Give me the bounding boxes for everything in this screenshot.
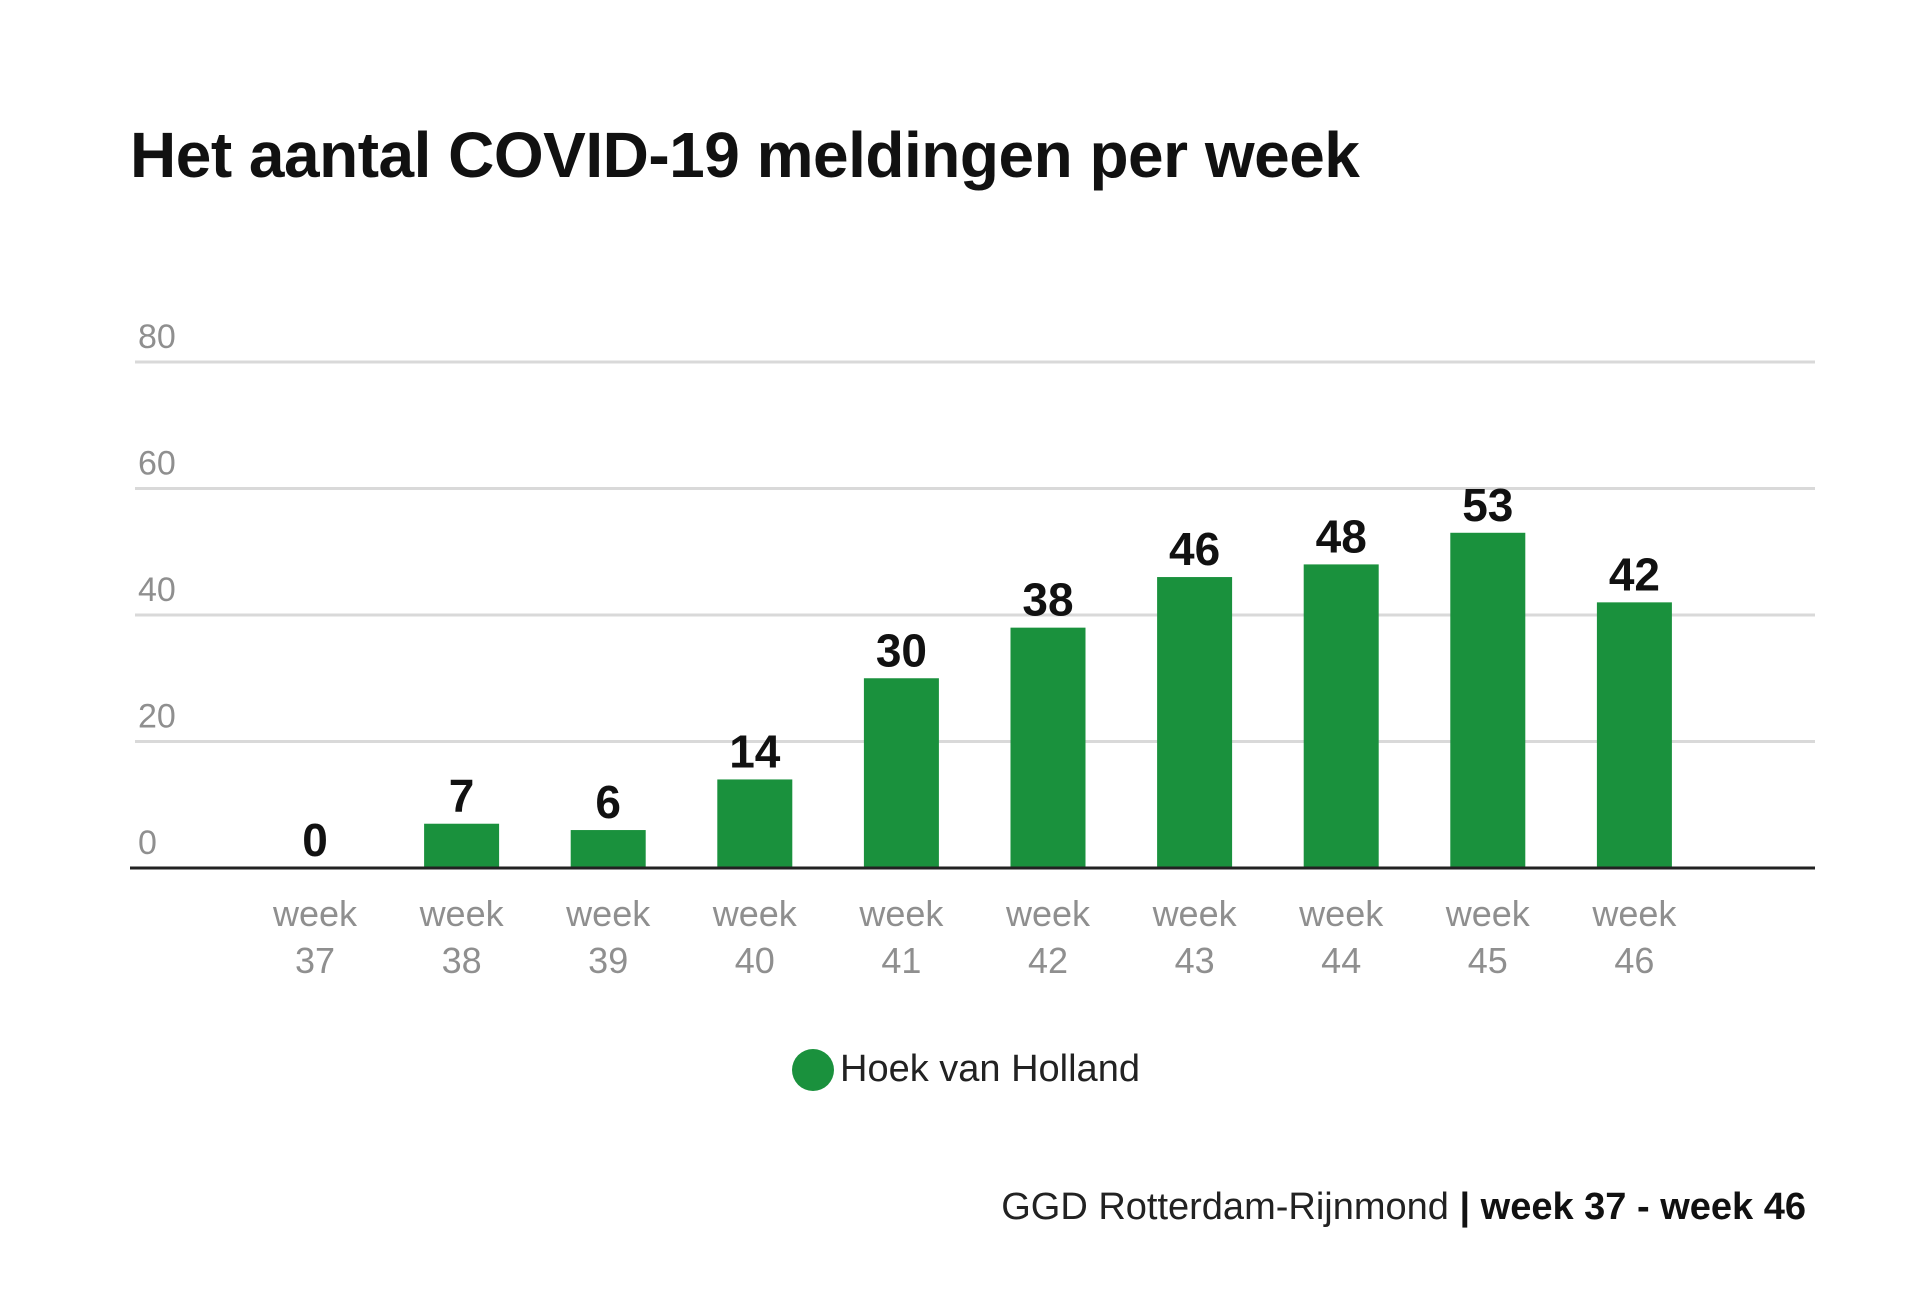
x-tick-label: week	[1005, 893, 1091, 934]
bar	[1596, 602, 1672, 868]
bar	[424, 823, 500, 868]
source-range: week 37 - week 46	[1480, 1186, 1806, 1228]
x-tick-label: 42	[1028, 940, 1068, 981]
data-label: 48	[1316, 510, 1367, 562]
x-tick-label: week	[1152, 893, 1238, 934]
y-tick-label: 0	[138, 824, 157, 862]
x-tick-label: 44	[1321, 940, 1361, 981]
x-tick-label: week	[419, 893, 505, 934]
bar	[863, 678, 939, 868]
data-label: 38	[1022, 574, 1073, 626]
x-tick-label: week	[1298, 893, 1384, 934]
y-tick-label: 20	[138, 698, 176, 736]
data-label: 7	[449, 770, 475, 822]
chart-title: Het aantal COVID-19 meldingen per week	[130, 119, 1360, 191]
data-label: 0	[302, 814, 328, 866]
source-name: GGD Rotterdam-Rijnmond	[1001, 1186, 1449, 1228]
source-separator: |	[1459, 1186, 1471, 1228]
bar	[1450, 532, 1526, 868]
data-label: 30	[876, 624, 927, 676]
x-tick-label: 38	[442, 940, 482, 981]
bar	[570, 830, 646, 868]
x-tick-label: 40	[735, 940, 775, 981]
x-tick-label: 39	[588, 940, 628, 981]
data-label: 46	[1169, 523, 1220, 575]
x-tick-label: 43	[1175, 940, 1215, 981]
legend: Hoek van Holland	[792, 1048, 1140, 1091]
x-tick-label: 37	[295, 940, 335, 981]
bar	[717, 779, 793, 868]
y-tick-label: 80	[138, 318, 176, 356]
data-label: 6	[595, 776, 621, 828]
data-label: 42	[1609, 548, 1660, 600]
bar	[1157, 577, 1233, 868]
x-tick-label: week	[565, 893, 651, 934]
x-tick-label: 45	[1468, 940, 1508, 981]
x-tick-label: 46	[1614, 940, 1654, 981]
x-tick-label: week	[1591, 893, 1677, 934]
x-tick-label: week	[712, 893, 798, 934]
y-tick-label: 60	[138, 445, 176, 483]
x-tick-label: week	[272, 893, 358, 934]
bar	[1010, 627, 1086, 868]
data-label: 53	[1462, 479, 1513, 531]
x-tick-label: week	[1445, 893, 1531, 934]
x-tick-label: 41	[881, 940, 921, 981]
x-tick-label: week	[858, 893, 944, 934]
legend-swatch	[792, 1048, 834, 1091]
bar	[1303, 564, 1379, 868]
y-tick-label: 40	[138, 571, 176, 609]
legend-label: Hoek van Holland	[840, 1048, 1140, 1090]
data-label: 14	[729, 725, 781, 777]
source-caption: GGD Rotterdam-Rijnmond | week 37 - week …	[1001, 1186, 1806, 1229]
